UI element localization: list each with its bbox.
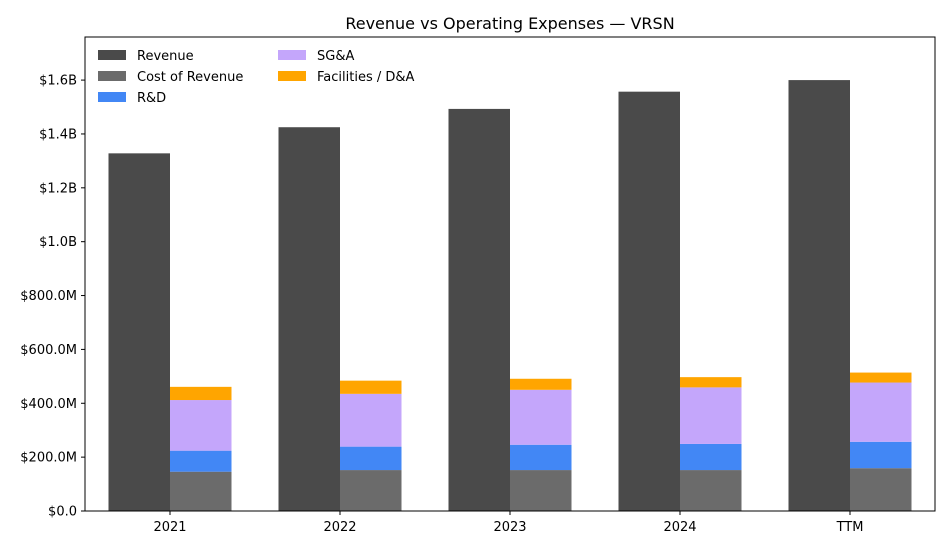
x-tick-label: 2024 — [663, 520, 696, 535]
bars-layer — [108, 80, 912, 511]
y-tick-label: $200.0M — [20, 451, 77, 466]
legend-swatch — [98, 50, 126, 60]
legend-swatch — [278, 50, 306, 60]
legend-label: Facilities / D&A — [317, 70, 415, 85]
legend-label: SG&A — [317, 49, 354, 64]
expense-bar-segment — [850, 372, 912, 383]
expense-bar-segment — [510, 444, 572, 471]
expense-bar-segment — [170, 471, 232, 511]
y-tick-label: $1.2B — [39, 181, 77, 196]
axes-layer: 2021 2022 2023 2024 TTM $0.0 $200.0M $400.0M $60… — [20, 74, 863, 535]
y-tick-label: $1.6B — [39, 74, 77, 89]
expense-bar-segment — [850, 382, 912, 442]
expense-bar-segment — [170, 450, 232, 472]
expense-bar-segment — [340, 380, 402, 394]
plot-frame — [84, 36, 936, 512]
expense-bar-segment — [510, 378, 572, 390]
x-tick-label: 2022 — [323, 520, 356, 535]
expense-bar-segment — [340, 446, 402, 471]
revenue-bar — [788, 80, 850, 511]
expense-bar-segment — [340, 393, 402, 447]
y-tick-label: $1.0B — [39, 235, 77, 250]
legend-swatch — [98, 71, 126, 81]
expense-bar-segment — [680, 377, 742, 388]
revenue-bar — [618, 91, 680, 511]
legend-label: Cost of Revenue — [137, 70, 243, 85]
legend-swatch — [278, 71, 306, 81]
revenue-bar — [278, 127, 340, 511]
expense-bar-segment — [340, 470, 402, 511]
legend-label: Revenue — [137, 49, 194, 64]
revenue-bar — [448, 108, 510, 511]
revenue-bar — [108, 153, 170, 511]
x-tick-label: 2023 — [493, 520, 526, 535]
expense-bar-segment — [680, 443, 742, 471]
y-tick-label: $400.0M — [20, 397, 77, 412]
y-tick-label: $0.0 — [48, 505, 77, 520]
expense-bar-segment — [510, 389, 572, 445]
expense-bar-segment — [850, 468, 912, 511]
expense-bar-segment — [170, 400, 232, 451]
x-tick-label: 2021 — [153, 520, 186, 535]
expense-bar-segment — [680, 470, 742, 511]
y-tick-label: $800.0M — [20, 289, 77, 304]
legend-swatch — [98, 92, 126, 102]
legend: Revenue Cost of Revenue R&D SG&A Facilities … — [98, 49, 415, 106]
legend-label: R&D — [137, 91, 166, 106]
y-tick-label: $600.0M — [20, 343, 77, 358]
y-tick-label: $1.4B — [39, 127, 77, 142]
chart-title: Revenue vs Operating Expenses — VRSN — [345, 14, 674, 33]
expense-bar-segment — [510, 470, 572, 511]
expense-bar-segment — [680, 387, 742, 444]
expense-bar-segment — [170, 386, 232, 401]
x-tick-label: TTM — [836, 520, 864, 535]
expense-bar-segment — [850, 441, 912, 469]
